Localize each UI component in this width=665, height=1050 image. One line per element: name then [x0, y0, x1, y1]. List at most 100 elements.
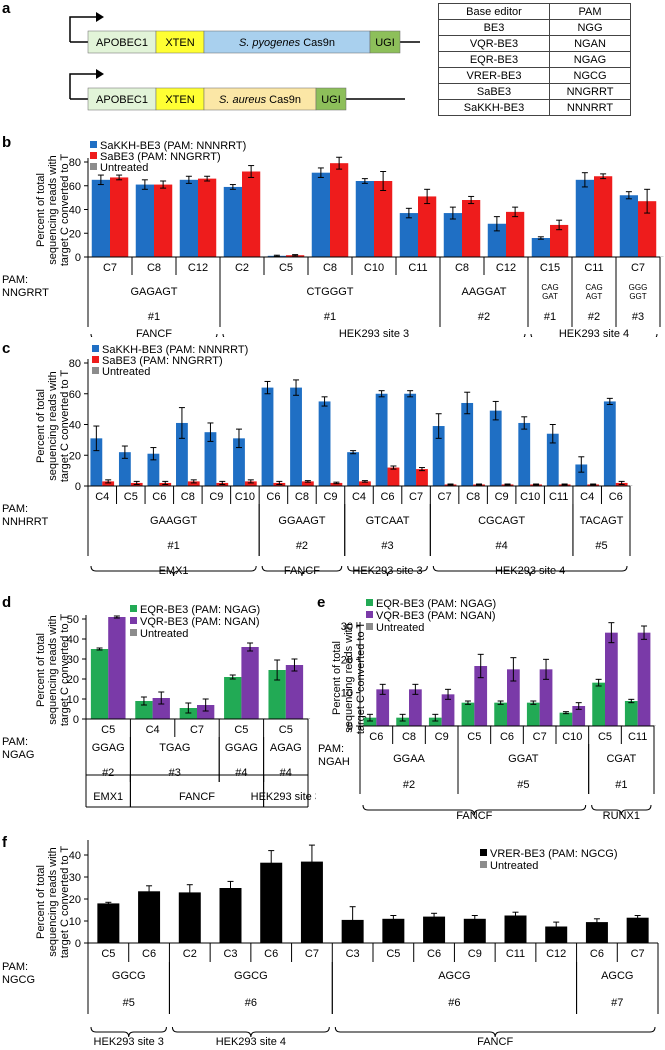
gene-label: EMX1	[93, 791, 123, 803]
bar-vrer-be3	[626, 917, 649, 943]
category-label: C7	[631, 262, 645, 274]
bar-sakkh-be3	[179, 179, 198, 257]
gene-label: HEK293 site 4	[216, 1036, 286, 1048]
y-axis-label: Percent of total	[35, 173, 47, 247]
panel-letter-c: c	[2, 340, 11, 357]
gene-bracket	[432, 565, 628, 577]
gene-label: FANCF	[284, 565, 320, 577]
category-label: C8	[181, 491, 195, 503]
chart-f: Percent of total sequencing reads with tar…	[2, 840, 659, 1048]
bar-sabe3	[374, 181, 393, 257]
category-label: C7	[190, 724, 204, 736]
site-label: #6	[245, 997, 257, 1009]
pam-table-cell: NGG	[549, 19, 631, 36]
apobec1-label: APOBEC1	[96, 37, 148, 49]
category-label: C9	[323, 491, 337, 503]
bar-eqr-be3	[224, 677, 242, 719]
category-label: C6	[427, 948, 441, 960]
protospacer-label: GAGAGT	[130, 286, 177, 298]
bar-vrer-be3	[138, 891, 161, 943]
y-tick-label: 10	[67, 694, 79, 706]
gene-label: HEK293 site 3	[94, 1036, 164, 1048]
bar-sakkh-be3	[355, 181, 374, 257]
gene-label: HEK293 site 4	[559, 328, 629, 337]
gene-bracket	[171, 1026, 330, 1038]
category-label: C8	[455, 262, 469, 274]
bar-sabe3	[506, 211, 525, 257]
bar-vqr-be3	[474, 666, 488, 726]
site-label: #5	[595, 540, 607, 552]
protospacer-label: GAAGGT	[150, 515, 197, 527]
bar-eqr-be3	[494, 702, 507, 726]
gene-label: FANCF	[456, 810, 492, 822]
category-label: C10	[520, 491, 540, 503]
category-label: C9	[468, 948, 482, 960]
y-tick-label: 80	[69, 358, 81, 370]
site-label: #4	[280, 767, 292, 779]
bar-sakkh-be3	[546, 433, 559, 486]
category-label: C7	[533, 731, 547, 743]
legend-label: SaBE3 (PAM: NNGRRT)	[102, 355, 223, 367]
bar-sabe3	[187, 481, 200, 486]
category-label: C5	[279, 724, 293, 736]
bar-vrer-be3	[260, 862, 283, 943]
gene-label: FANCF	[136, 328, 172, 337]
site-label: #7	[611, 997, 623, 1009]
y-tick-label: 0	[75, 938, 81, 950]
bar-sakkh-be3	[261, 387, 274, 486]
pam-table-row: BE3 NGG	[438, 19, 631, 36]
y-tick-label: 0	[73, 714, 79, 726]
category-label: C9	[435, 731, 449, 743]
category-label: C5	[386, 948, 400, 960]
category-label: C4	[352, 491, 366, 503]
panel-letter-f: f	[2, 834, 7, 851]
bar-sabe3	[154, 184, 173, 257]
bar-sabe3	[638, 201, 657, 257]
bar-vqr-be3	[241, 647, 259, 719]
chart-e: Percent of total sequencing reads with tar…	[318, 598, 656, 822]
category-label: C10	[364, 262, 384, 274]
bar-eqr-be3	[268, 670, 286, 719]
y-tick-label: 40	[69, 205, 81, 217]
bar-vqr-be3	[441, 694, 455, 726]
y-tick-label: 10	[69, 916, 81, 928]
bar-vrer-be3	[382, 918, 405, 943]
gene-bracket	[362, 804, 587, 816]
bar-eqr-be3	[461, 702, 475, 726]
bar-vrer-be3	[463, 918, 486, 943]
y-tick-label: 0	[347, 721, 353, 733]
protospacer-label: GGCG	[234, 970, 268, 982]
bar-vrer-be3	[219, 888, 242, 943]
y-axis-label: target C converted to T	[59, 154, 71, 267]
protospacer-label: TGAG	[159, 742, 190, 754]
bar-eqr-be3	[135, 701, 153, 719]
legend-swatch	[92, 367, 99, 374]
category-label: C6	[266, 491, 280, 503]
category-label: C4	[146, 724, 160, 736]
panel-letter-b: b	[2, 134, 12, 151]
protospacer-label: CGCAGT	[478, 515, 525, 527]
category-label: C2	[235, 262, 249, 274]
panel-letter-e: e	[317, 594, 326, 611]
y-tick-label: 30	[341, 621, 353, 633]
legend-swatch	[90, 163, 97, 170]
bar-vqr-be3	[409, 689, 422, 726]
category-label: C5	[598, 731, 612, 743]
category-label: C10	[562, 731, 582, 743]
pam-table-cell: SaBE3	[438, 83, 550, 100]
category-label: C5	[124, 491, 138, 503]
bar-vrer-be3	[423, 916, 446, 943]
bar-sakkh-be3	[375, 393, 388, 486]
y-tick-label: 60	[69, 181, 81, 193]
bar-sabe3	[102, 481, 115, 486]
protospacer-label: CGAT	[606, 753, 636, 765]
category-label: C6	[380, 491, 394, 503]
legend-label: VQR-BE3 (PAM: NGAN)	[140, 616, 260, 628]
bar-vqr-be3	[285, 665, 304, 719]
bar-sakkh-be3	[135, 184, 154, 257]
pam-label: NNHRRT	[2, 516, 49, 528]
bar-vrer-be3	[545, 926, 568, 943]
site-label: #1	[148, 311, 160, 323]
category-label: C8	[402, 731, 416, 743]
bar-sabe3	[242, 171, 261, 257]
